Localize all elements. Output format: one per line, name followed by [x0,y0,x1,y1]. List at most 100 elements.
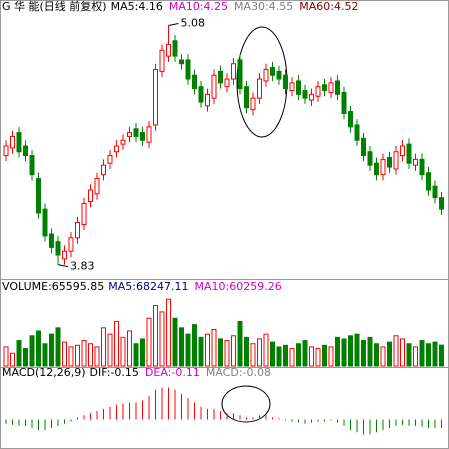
volume-bar [49,333,54,367]
candle-body [335,80,340,95]
candle-body [192,74,197,90]
volume-bar [10,352,15,367]
volume-bar [224,340,230,367]
candle-body [42,208,48,237]
volume-bar [367,336,373,367]
candle-body [419,158,425,176]
candle-body [127,132,132,137]
candle-body [296,80,301,95]
candle-body [107,155,113,164]
volume-bar [406,343,412,367]
candle-body [23,145,28,157]
volume-bar [374,343,379,367]
volume-bar [432,341,438,367]
volume-bar [309,346,314,367]
volume-bar [237,320,243,367]
volume-bar [172,317,178,367]
candle-body [302,90,308,99]
volume-bar [81,340,87,367]
indicator-label: MA5:68247.11 [108,280,188,293]
volume-bar [192,324,197,367]
candle-body [231,63,236,80]
candle-body [179,59,184,65]
volume-bar [393,335,399,367]
volume-bar [146,317,152,367]
volume-bar [185,333,191,367]
volume-bar [426,343,431,367]
volume-bar [140,338,145,367]
volume-bar [244,336,249,367]
volume-bar [198,336,204,367]
candle-body [68,237,74,252]
volume-bar [101,327,106,367]
volume-bar [88,343,93,367]
candle-body [276,70,282,80]
volume-bar [302,340,308,367]
volume-bar [133,343,139,367]
volume-bar [120,336,126,367]
candle-body [75,222,80,239]
candle-body [257,78,262,99]
volume-bar [328,346,334,367]
volume-bar [296,343,301,367]
candle-body [250,97,256,111]
candle-body [159,49,165,72]
volume-bar [68,346,74,367]
candle-body [328,82,334,93]
highlight-ellipse [221,385,271,423]
annotation: 3.83 [70,260,95,273]
candle-body [406,143,412,164]
candle-body [36,178,41,214]
panel-title: G 华 能(日线 前复权) [2,0,107,13]
candle-body [400,145,405,157]
candle-body [172,40,178,57]
volume-bar [153,305,158,367]
candle-body [101,164,106,176]
volume-bar [289,348,295,367]
candle-body [426,172,431,191]
volume-bar [55,327,61,367]
candle-body [81,202,87,225]
volume-bar [400,338,405,367]
candle-body [211,74,217,99]
volume-bar [231,335,236,367]
candle-body [380,158,386,176]
candle-body [120,139,126,145]
candle-body [88,189,93,202]
volume-bar [3,346,9,367]
candle-body [16,132,22,153]
candle-body [237,59,243,90]
candle-body [289,82,295,92]
candle-body [439,197,444,210]
volume-bar [36,330,41,367]
volume-bar [114,320,119,367]
volume-bar [250,343,256,367]
candle-body [387,156,392,168]
candle-body [205,93,210,107]
volume-bar [42,343,48,367]
candle-body [393,151,399,170]
volume-bar [276,346,282,367]
candle-body [348,111,353,128]
candle-body [198,86,204,103]
volume-bar [361,340,366,367]
volume-bar [211,328,217,367]
candle-body [166,44,171,57]
volume-bar [127,330,132,367]
candle-body [432,185,438,199]
volume-bar [387,341,392,367]
volume-bar [107,333,113,367]
indicator-label: DIF:-0.15 [90,366,139,379]
volume-bar [257,338,262,367]
candle-body [283,74,288,90]
indicator-label: MA10:60259.26 [194,280,281,293]
volume-bar [419,340,425,367]
volume-bar [159,311,165,367]
candle-body [315,86,321,97]
candle-body [224,78,230,88]
volume-bar [380,346,386,367]
candle-body [10,135,15,149]
volume-bar [341,338,347,367]
volume-bar [413,346,418,367]
